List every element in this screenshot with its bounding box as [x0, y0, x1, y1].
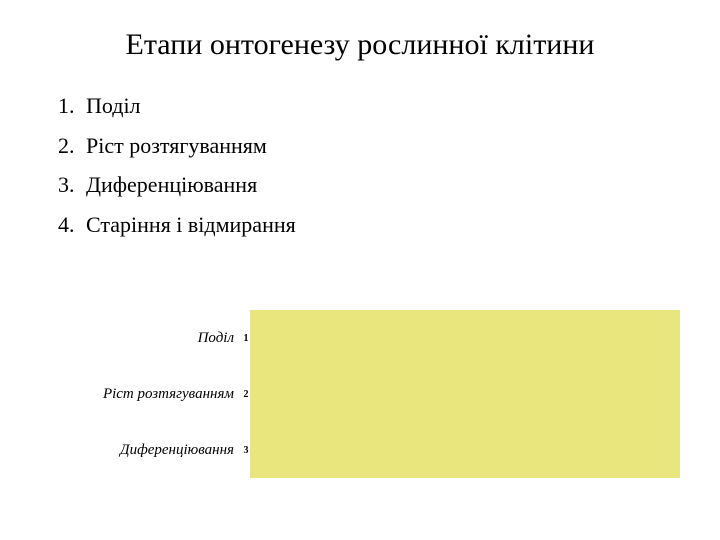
row-label: Диференціювання — [80, 442, 240, 459]
slide-title: Етапи онтогенезу рослинної клітини — [40, 28, 680, 62]
slide: Етапи онтогенезу рослинної клітини Поділ… — [0, 0, 720, 540]
diagram-background — [250, 310, 680, 478]
row-label: Ріст розтягуванням — [80, 386, 240, 403]
row-label: Поділ — [80, 330, 240, 347]
list-item: Ріст розтягуванням — [80, 126, 680, 166]
list-item: Старіння і відмирання — [80, 205, 680, 245]
stages-list: Поділ Ріст розтягуванням Диференціювання… — [50, 86, 680, 244]
list-item: Поділ — [80, 86, 680, 126]
diagram: Поділ 1 → → — [80, 310, 680, 478]
list-item: Диференціювання — [80, 165, 680, 205]
